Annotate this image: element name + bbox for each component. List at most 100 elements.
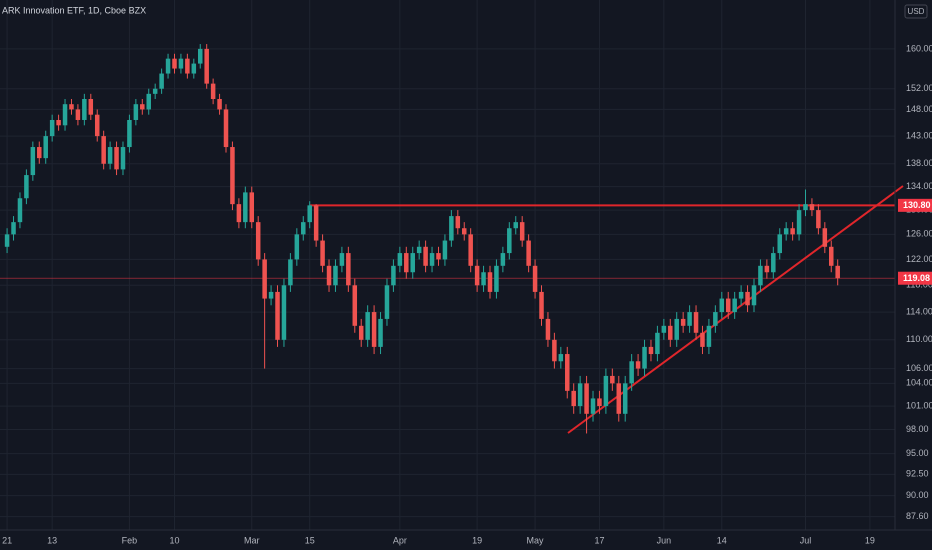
candle-body	[461, 228, 467, 235]
candle-body	[532, 265, 538, 292]
x-tick-label: 19	[472, 535, 482, 545]
candle-body	[249, 192, 255, 223]
y-tick-label: 87.60	[906, 511, 929, 521]
candle-body	[758, 265, 763, 286]
candle-body	[635, 361, 641, 369]
candle-body	[610, 375, 615, 384]
candle-body	[17, 198, 23, 223]
candle-body	[764, 265, 770, 273]
price-label-box	[898, 198, 932, 212]
candle-body	[603, 375, 609, 407]
price-label-box	[898, 271, 932, 285]
currency[interactable]: USD	[908, 7, 925, 16]
price-label: 130.80	[903, 200, 931, 210]
candle-body	[62, 104, 68, 126]
candle-body	[745, 291, 750, 306]
candle-body	[288, 259, 293, 286]
candle-body	[725, 298, 731, 313]
candle-body	[82, 99, 87, 120]
candle-body	[146, 93, 151, 110]
candle-body	[552, 339, 557, 362]
candle-body	[565, 354, 570, 391]
candle-body	[391, 265, 396, 286]
candle-body	[558, 354, 564, 362]
candle-body	[178, 58, 184, 69]
candle-body	[346, 253, 351, 286]
candle-body	[771, 253, 776, 273]
candle-body	[159, 73, 164, 89]
candle-body	[191, 63, 197, 74]
candle-body	[371, 312, 377, 347]
candle-body	[56, 119, 61, 126]
y-tick-label: 104.00	[906, 378, 932, 388]
price-label: 119.08	[903, 273, 930, 283]
candle-body	[835, 265, 840, 279]
candle-body	[358, 325, 364, 340]
candle-body	[320, 240, 325, 266]
candle-body	[262, 259, 267, 299]
y-tick-label: 114.00	[906, 306, 932, 316]
candle-body	[674, 318, 679, 340]
y-tick-label: 138.00	[906, 158, 932, 168]
candle-body	[429, 253, 435, 266]
candle-body	[94, 114, 100, 137]
y-tick-label: 110.00	[906, 334, 932, 344]
candle-body	[397, 253, 403, 266]
candle-body	[442, 240, 448, 260]
axes: 87.60 90.00 92.50 95.00 98.00 101.00 104.00 106…	[2, 43, 932, 545]
candle-body	[384, 285, 390, 319]
candle-body	[829, 246, 834, 266]
candle-body	[622, 383, 628, 414]
candle-body	[301, 222, 306, 235]
candle-body	[436, 253, 441, 260]
x-tick-label: Apr	[393, 535, 407, 545]
candle-body	[513, 222, 519, 229]
candle-body	[693, 312, 699, 333]
y-tick-label: 122.00	[906, 254, 932, 264]
candle-body	[661, 325, 667, 333]
candle-body	[642, 346, 647, 369]
candle-body	[494, 265, 499, 292]
candle-body	[719, 298, 725, 313]
x-tick-label: 21	[2, 535, 12, 545]
candle-body	[584, 383, 589, 414]
y-tick-label: 148.00	[906, 104, 932, 114]
y-tick-label: 126.00	[906, 229, 932, 239]
candle-body	[668, 325, 673, 340]
candle-body	[751, 285, 757, 306]
candle-body	[307, 205, 312, 223]
candle-body	[539, 291, 544, 319]
y-tick-label: 143.00	[906, 130, 932, 140]
candle-body	[616, 383, 622, 414]
candle-body	[120, 147, 126, 170]
y-tick-label: 101.00	[906, 400, 932, 410]
candle-body	[706, 325, 712, 347]
candle-body	[11, 222, 16, 235]
candle-body	[24, 175, 29, 199]
candle-body	[713, 312, 718, 326]
x-tick-label: 10	[169, 535, 179, 545]
y-tick-label: 160.00	[906, 43, 932, 53]
x-tick-label: Mar	[244, 535, 260, 545]
candle-body	[809, 204, 815, 211]
candle-body	[140, 104, 145, 110]
candle-body	[687, 312, 692, 326]
x-tick-label: May	[527, 535, 545, 545]
candle-body	[133, 104, 139, 120]
candle-body	[803, 204, 808, 211]
candle-body	[365, 312, 370, 340]
x-tick-label: Jul	[800, 535, 812, 545]
currency-box[interactable]	[904, 4, 928, 19]
x-tick-label: 15	[305, 535, 315, 545]
y-tick-label: 106.00	[906, 363, 932, 373]
candle-body	[88, 99, 94, 115]
candle-body	[783, 228, 789, 235]
candle-body	[519, 222, 525, 241]
candle-body	[236, 204, 242, 223]
candle-body	[294, 234, 300, 260]
candle-body	[732, 298, 737, 313]
candle-body	[423, 246, 428, 266]
candle-body	[127, 119, 132, 148]
candle-body	[230, 147, 235, 205]
candle-body	[487, 272, 493, 292]
